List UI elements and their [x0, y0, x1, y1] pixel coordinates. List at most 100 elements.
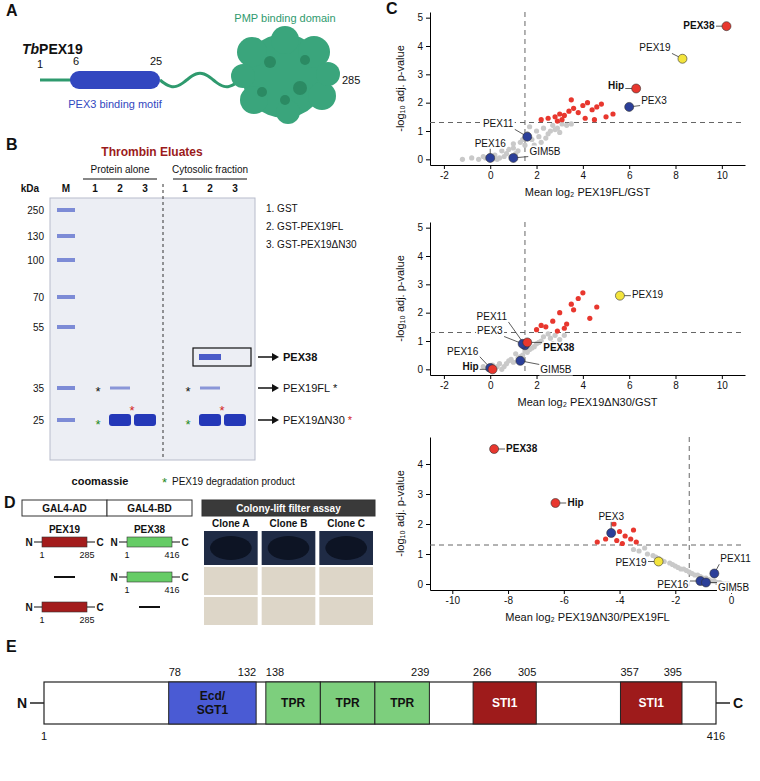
tick: 2: [534, 165, 540, 181]
panel-letter: A: [6, 2, 18, 19]
residue-number: 132: [238, 666, 256, 678]
panel-letter: E: [6, 638, 17, 655]
domain: [266, 682, 321, 724]
data-point: [557, 130, 562, 135]
domain-texture: [293, 81, 307, 95]
data-point: [546, 331, 551, 336]
data-point: [631, 527, 636, 532]
marker-label: 250: [27, 205, 44, 216]
tick-label: 4: [417, 41, 423, 52]
residue-number: 357: [620, 666, 638, 678]
ladder-band: [57, 325, 75, 329]
tick-label: -4: [616, 595, 625, 606]
column-header-label: Colony-lift filter assay: [236, 503, 341, 514]
tick-mark: [426, 494, 430, 495]
highlighted-point: [488, 365, 497, 374]
data-point: [534, 327, 539, 332]
tick: 4: [417, 41, 430, 52]
residue-number: 266: [473, 666, 491, 678]
data-point: [548, 128, 553, 133]
residue-number: 1: [39, 615, 44, 625]
tick-mark: [426, 369, 430, 370]
annotation-label: PEX19: [632, 289, 664, 300]
asterisk: *: [333, 382, 338, 394]
terminus: C: [181, 537, 188, 548]
tick-label: 1: [417, 549, 423, 560]
y-axis: 01234: [417, 438, 430, 591]
plot-area: [430, 222, 745, 375]
tick-label: 3: [417, 489, 423, 500]
asterisk: *: [219, 403, 224, 418]
x-axis: -20246810: [431, 165, 746, 181]
tick-label: 6: [627, 170, 633, 181]
domain-label: Ecd/SGT1: [197, 689, 229, 717]
tick-label: 3: [417, 69, 423, 80]
residue-number: 6: [73, 55, 79, 67]
tick-label: -8: [504, 595, 513, 606]
arrow-head: [272, 384, 279, 392]
tick: 0: [417, 364, 430, 375]
domain-lobe: [271, 26, 299, 54]
y-axis-title: -log₁₀ adj. p-value: [394, 255, 406, 342]
domain-label: STI1: [492, 696, 518, 710]
data-point: [603, 114, 608, 119]
data-point: [543, 135, 548, 140]
annotation-label: GIM5B: [540, 364, 571, 375]
data-point: [539, 323, 544, 328]
data-point: [555, 328, 560, 333]
data-point: [539, 117, 544, 122]
highlighted-point: [523, 132, 532, 141]
tick-mark: [426, 524, 430, 525]
terminus-line: [172, 577, 180, 578]
data-point: [576, 110, 581, 115]
annotation-points: [486, 22, 731, 163]
highlighted-point: [516, 356, 525, 365]
arrow-shaft: [258, 387, 272, 389]
band-box: [193, 348, 251, 366]
panel-letter: D: [4, 494, 16, 511]
tick-label: 2: [417, 307, 423, 318]
tick: 2: [534, 375, 540, 391]
marker-label: 35: [33, 383, 45, 394]
tick: 3: [417, 279, 430, 290]
filter-cell: [262, 531, 316, 565]
marker-label: 55: [33, 322, 45, 333]
arrow-shaft: [258, 356, 272, 358]
data-point: [571, 106, 576, 111]
construct-bar: [42, 602, 87, 612]
terminus: C: [733, 695, 743, 711]
tick-mark: [426, 256, 430, 257]
data-point: [555, 118, 560, 123]
data-point: [539, 140, 544, 145]
construct-name: PEX38: [134, 524, 166, 535]
data-point: [623, 533, 628, 538]
label-patch: [482, 118, 515, 129]
annotation-label: PEX38: [506, 443, 538, 454]
residue-number: 1: [39, 550, 44, 560]
domain: [375, 682, 430, 724]
annotation-label: PEX3: [598, 511, 624, 522]
data-point: [557, 310, 562, 315]
x-axis: -10-8-6-4-20: [431, 590, 746, 606]
data-point: [569, 302, 574, 307]
data-point: [681, 566, 686, 571]
pmp-domain: [231, 26, 340, 124]
residue-number: 1: [41, 730, 47, 742]
tick: -4: [616, 590, 625, 606]
residue-number: 1: [124, 585, 129, 595]
tick-mark: [508, 590, 509, 594]
asterisk: *: [185, 384, 190, 399]
column-header: [107, 500, 192, 516]
protein-bar: [44, 682, 716, 724]
band-label: PEX19ΔN30*: [283, 414, 353, 426]
annotation-label: PEX38: [683, 20, 715, 31]
figure: TbPEX191625285PEX3 binding motifPMP bind…: [0, 0, 760, 781]
highlighted-point: [607, 529, 616, 538]
tick-mark: [620, 590, 621, 594]
data-point: [590, 107, 595, 112]
domain-label: PMP binding domain: [234, 12, 335, 24]
tick-label: 2: [534, 380, 540, 391]
tick-label: 1: [417, 126, 423, 137]
highlighted-point: [678, 54, 687, 63]
data-point: [536, 134, 541, 139]
